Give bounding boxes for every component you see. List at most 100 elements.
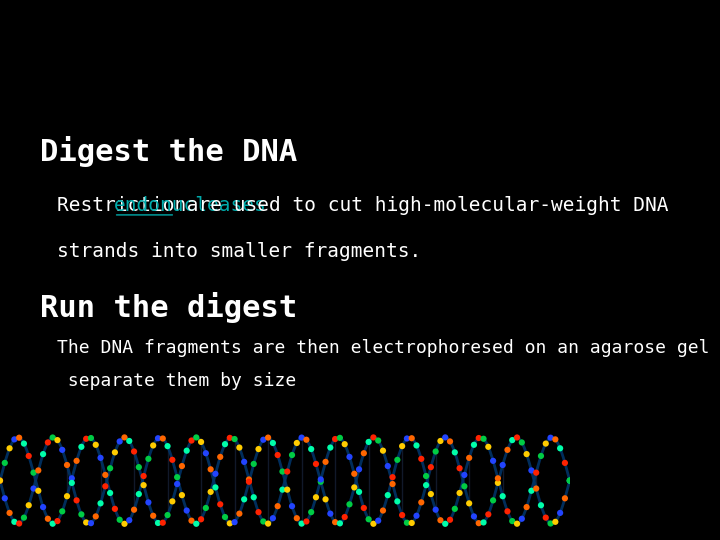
Point <box>449 504 461 513</box>
Point <box>363 515 374 524</box>
Point <box>215 453 226 461</box>
Point <box>392 456 403 464</box>
Point <box>305 445 317 454</box>
Text: Restriction: Restriction <box>57 195 198 215</box>
Point <box>37 450 49 458</box>
Point <box>276 467 288 476</box>
Point <box>516 515 528 523</box>
Point <box>516 438 528 447</box>
Point <box>66 478 78 487</box>
Point <box>368 433 379 442</box>
Point <box>401 518 413 527</box>
Point <box>492 474 504 483</box>
Point <box>238 457 250 466</box>
Point <box>502 507 513 516</box>
Point <box>95 499 107 508</box>
Point <box>148 511 159 520</box>
Point <box>0 476 6 485</box>
Point <box>224 434 235 442</box>
Point <box>152 434 163 443</box>
Point <box>320 495 331 504</box>
Point <box>454 489 465 497</box>
Point <box>358 504 369 512</box>
Point <box>71 456 82 465</box>
Point <box>205 488 217 496</box>
Point <box>262 519 274 528</box>
Point <box>210 469 221 478</box>
Point <box>143 455 154 463</box>
Point <box>430 447 441 456</box>
Point <box>540 514 552 522</box>
Point <box>9 435 20 444</box>
Point <box>229 435 240 443</box>
Point <box>258 435 269 444</box>
Point <box>291 438 302 447</box>
Point <box>243 477 255 486</box>
Point <box>415 498 427 507</box>
Point <box>200 504 212 512</box>
Point <box>90 512 102 521</box>
Point <box>95 454 107 462</box>
Point <box>157 434 168 443</box>
Point <box>0 476 6 485</box>
Point <box>104 489 116 497</box>
Point <box>329 518 341 526</box>
Point <box>176 462 188 470</box>
Point <box>487 456 499 465</box>
Point <box>343 500 355 509</box>
Point <box>109 448 121 457</box>
Text: The DNA fragments are then electrophoresed on an agarose gel: The DNA fragments are then electrophores… <box>57 339 709 357</box>
Text: endonucleases: endonucleases <box>114 195 266 215</box>
Point <box>420 481 432 489</box>
Point <box>478 435 490 443</box>
Point <box>4 509 15 517</box>
Point <box>229 518 240 526</box>
Point <box>305 508 317 516</box>
Point <box>401 434 413 443</box>
Point <box>76 510 87 519</box>
Point <box>554 444 566 453</box>
Point <box>138 481 149 489</box>
Point <box>301 435 312 444</box>
Point <box>220 512 231 521</box>
Point <box>435 516 446 524</box>
Point <box>9 517 20 526</box>
Point <box>243 475 255 484</box>
Point <box>545 519 557 528</box>
Point <box>339 440 351 449</box>
Text: Run the digest: Run the digest <box>40 292 297 323</box>
Point <box>358 449 369 457</box>
Point <box>425 463 436 471</box>
Point <box>166 456 178 464</box>
Point <box>181 506 192 515</box>
Point <box>531 484 542 493</box>
Point <box>114 516 125 524</box>
Point <box>37 503 49 511</box>
Point <box>76 442 87 451</box>
Point <box>258 517 269 526</box>
Point <box>47 519 58 528</box>
Point <box>181 447 192 455</box>
Point <box>200 449 212 457</box>
Point <box>99 482 111 491</box>
Point <box>387 480 398 488</box>
Point <box>315 477 326 486</box>
Point <box>397 442 408 450</box>
Point <box>262 433 274 442</box>
Point <box>392 497 403 505</box>
Point <box>14 519 25 528</box>
Point <box>81 435 92 443</box>
Point <box>28 468 40 477</box>
Point <box>531 468 542 477</box>
Point <box>296 433 307 442</box>
Point <box>233 443 245 452</box>
Point <box>61 492 73 501</box>
Point <box>128 447 140 456</box>
Point <box>348 469 360 478</box>
Point <box>464 499 475 508</box>
Point <box>296 519 307 528</box>
Point <box>554 509 566 517</box>
Point <box>526 487 537 495</box>
Point <box>90 441 102 449</box>
Point <box>354 488 365 496</box>
